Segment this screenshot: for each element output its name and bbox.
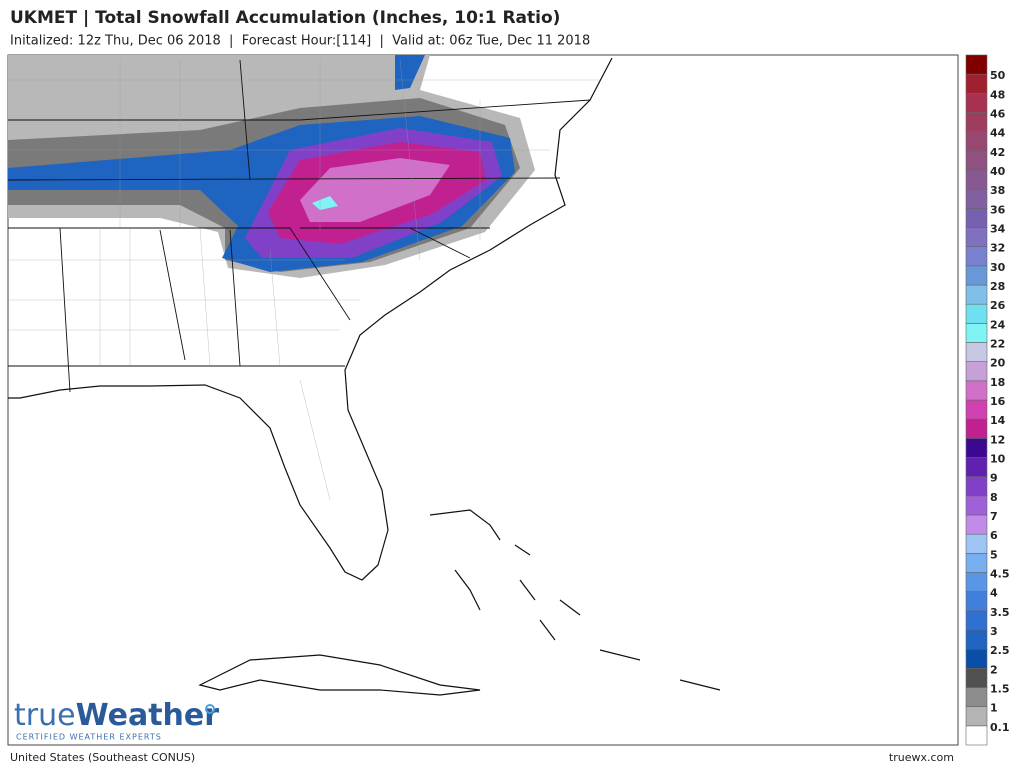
color-box bbox=[965, 648, 988, 669]
cuba bbox=[198, 654, 481, 696]
title: UKMET | Total Snowfall Accumulation (Inc… bbox=[10, 8, 560, 28]
legend-label: 16 bbox=[990, 395, 1006, 408]
color-box bbox=[965, 284, 988, 305]
color-box bbox=[965, 399, 988, 420]
color-box bbox=[965, 668, 988, 688]
logo-part: Weather bbox=[76, 698, 220, 733]
footer-site: truewx.com bbox=[889, 751, 954, 764]
legend-label: 0.1 bbox=[990, 721, 1010, 734]
legend-label: 10 bbox=[990, 453, 1006, 466]
color-box bbox=[965, 514, 988, 535]
legend-label: 42 bbox=[990, 146, 1005, 159]
color-box bbox=[965, 725, 988, 746]
legend-label: 3 bbox=[990, 625, 998, 638]
color-box bbox=[965, 54, 988, 75]
subtitle: Initalized: 12z Thu, Dec 06 2018 | Forec… bbox=[10, 34, 590, 49]
color-box bbox=[965, 131, 988, 152]
color-box bbox=[965, 93, 988, 113]
color-box bbox=[965, 495, 988, 516]
color-box bbox=[965, 687, 988, 707]
color-box bbox=[965, 150, 988, 171]
legend-label: 14 bbox=[990, 414, 1006, 427]
legend-label: 4 bbox=[990, 587, 998, 600]
color-box bbox=[965, 591, 988, 612]
color-box bbox=[965, 188, 988, 209]
color-box bbox=[965, 361, 988, 382]
color-box bbox=[965, 169, 988, 190]
color-box bbox=[965, 438, 988, 458]
state-border bbox=[8, 227, 490, 393]
islands bbox=[429, 509, 721, 691]
legend-label: 36 bbox=[990, 203, 1006, 216]
legend-label: 2 bbox=[990, 663, 998, 676]
color-box bbox=[965, 553, 988, 573]
legend-label: 44 bbox=[990, 127, 1006, 140]
legend-label: 28 bbox=[990, 280, 1005, 293]
logo: trueWeather bbox=[14, 698, 219, 733]
legend-label: 7 bbox=[990, 510, 998, 523]
legend-label: 2.5 bbox=[990, 644, 1010, 657]
coastline bbox=[8, 57, 613, 581]
legend-label: 3.5 bbox=[990, 606, 1010, 619]
legend-label: 8 bbox=[990, 491, 998, 504]
legend-label: 40 bbox=[990, 165, 1006, 178]
color-box bbox=[965, 208, 988, 228]
legend-label: 26 bbox=[990, 299, 1006, 312]
county-border bbox=[8, 59, 600, 501]
color-box bbox=[965, 610, 988, 631]
color-box bbox=[965, 73, 988, 94]
legend-label: 9 bbox=[990, 472, 998, 485]
color-box bbox=[965, 418, 988, 439]
legend-label: 1 bbox=[990, 702, 998, 715]
color-box bbox=[965, 457, 988, 477]
legend-label: 48 bbox=[990, 88, 1005, 101]
color-box bbox=[965, 112, 988, 132]
color-box bbox=[965, 303, 988, 324]
color-box bbox=[965, 572, 988, 592]
logo-tagline: CERTIFIED WEATHER EXPERTS bbox=[16, 733, 162, 742]
snow-area bbox=[395, 55, 425, 90]
logo-part: true bbox=[14, 698, 76, 733]
legend-label: 46 bbox=[990, 108, 1006, 121]
legend-label: 4.5 bbox=[990, 568, 1010, 581]
color-box bbox=[965, 629, 988, 650]
legend-label: 32 bbox=[990, 242, 1005, 255]
legend-label: 34 bbox=[990, 223, 1006, 236]
legend-label: 22 bbox=[990, 338, 1005, 351]
legend-label: 6 bbox=[990, 529, 998, 542]
logo-dot bbox=[205, 704, 215, 714]
legend-label: 38 bbox=[990, 184, 1005, 197]
legend-label: 5 bbox=[990, 548, 998, 561]
colorbar: 0.1 1 1.5 2 2.5 3 3.5 4 4.5 5 6 7 8 9 10 12 14 16 18 20 22 24… bbox=[965, 54, 1010, 746]
color-box bbox=[965, 706, 988, 727]
state-border bbox=[7, 59, 591, 181]
legend-label: 18 bbox=[990, 376, 1005, 389]
map bbox=[7, 54, 959, 746]
color-box bbox=[965, 342, 988, 362]
legend-label: 1.5 bbox=[990, 683, 1010, 696]
color-box bbox=[965, 380, 988, 401]
color-box bbox=[965, 227, 988, 247]
color-box bbox=[965, 323, 988, 343]
legend-label: 50 bbox=[990, 69, 1006, 82]
legend-label: 30 bbox=[990, 261, 1006, 274]
legend-label: 24 bbox=[990, 318, 1006, 331]
footer-region: United States (Southeast CONUS) bbox=[10, 751, 195, 764]
color-box bbox=[965, 476, 988, 497]
legend-label: 20 bbox=[990, 357, 1006, 370]
color-box bbox=[965, 265, 988, 286]
legend-label: 12 bbox=[990, 433, 1005, 446]
snow-area bbox=[312, 196, 338, 210]
color-box bbox=[965, 246, 988, 267]
color-box bbox=[965, 533, 988, 554]
